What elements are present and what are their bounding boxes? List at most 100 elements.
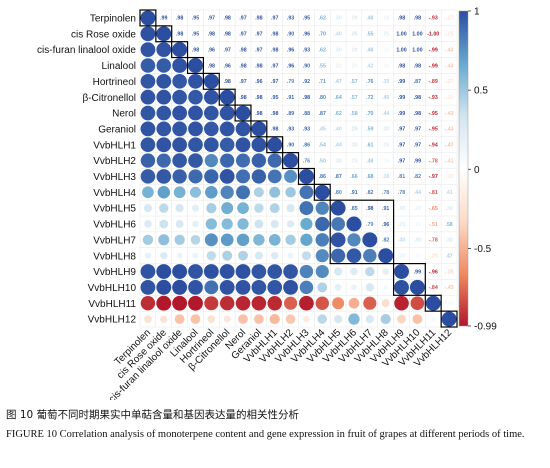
correlation-value-label: .76 bbox=[303, 158, 310, 164]
correlation-value-label: .15 bbox=[382, 63, 389, 69]
correlation-circle bbox=[219, 169, 235, 184]
color-scale-bar bbox=[458, 10, 469, 327]
correlation-value-label: .98 bbox=[255, 63, 262, 69]
cluster-box bbox=[250, 120, 268, 138]
correlation-value-label: .20 bbox=[398, 253, 405, 259]
correlation-value-label: .97 bbox=[255, 32, 262, 38]
correlation-value-label: .91 bbox=[287, 95, 294, 101]
correlation-value-label: -.43 bbox=[445, 285, 454, 291]
correlation-value-label: -.94 bbox=[429, 143, 438, 149]
correlation-value-label: .98 bbox=[255, 95, 262, 101]
correlation-value-label: .40 bbox=[334, 127, 341, 133]
correlation-value-label: .48 bbox=[366, 47, 373, 53]
correlation-circle bbox=[317, 282, 328, 293]
correlation-circle bbox=[172, 58, 187, 73]
correlation-circle bbox=[271, 251, 279, 260]
row-label: Geraniol bbox=[98, 124, 136, 135]
correlation-value-label: .80 bbox=[334, 190, 341, 196]
correlation-value-label: .98 bbox=[176, 32, 183, 38]
correlation-circle bbox=[192, 252, 199, 259]
correlation-circle bbox=[267, 280, 283, 295]
correlation-circle bbox=[159, 219, 169, 229]
correlation-circle bbox=[188, 295, 203, 311]
correlation-value-label: .97 bbox=[255, 47, 262, 53]
correlation-value-label: .97 bbox=[398, 127, 405, 133]
correlation-circle bbox=[317, 314, 328, 324]
correlation-value-label: .97 bbox=[239, 16, 246, 22]
correlation-value-label: .98 bbox=[366, 206, 373, 212]
correlation-circle bbox=[430, 316, 436, 322]
correlation-circle bbox=[314, 184, 330, 200]
correlation-circle bbox=[253, 187, 264, 198]
correlation-circle bbox=[334, 267, 343, 276]
correlation-circle bbox=[315, 201, 329, 215]
correlation-value-label: .79 bbox=[366, 222, 373, 228]
correlation-circle bbox=[251, 137, 267, 153]
correlation-circle bbox=[299, 185, 314, 200]
correlation-value-label: .72 bbox=[366, 95, 373, 101]
row-label: VvbHLH3 bbox=[93, 172, 136, 183]
correlation-circle bbox=[362, 232, 378, 248]
correlation-value-label: .58 bbox=[350, 111, 357, 117]
correlation-value-label: 1.00 bbox=[412, 47, 422, 53]
correlation-value-label: .78 bbox=[398, 190, 405, 196]
correlation-circle bbox=[190, 234, 201, 245]
correlation-circle bbox=[140, 264, 156, 279]
correlation-value-label: .97 bbox=[398, 158, 405, 164]
correlation-value-label: .47 bbox=[334, 79, 341, 85]
correlation-value-label: -.99 bbox=[429, 63, 438, 69]
correlation-value-label: .97 bbox=[271, 79, 278, 85]
row-label: VvbHLH2 bbox=[93, 156, 136, 167]
correlation-value-label: .97 bbox=[414, 127, 421, 133]
correlation-value-label: .64 bbox=[334, 95, 341, 101]
correlation-value-label: .25 bbox=[382, 32, 389, 38]
correlation-value-label: -.25 bbox=[445, 32, 454, 38]
correlation-value-label: .28 bbox=[350, 47, 357, 53]
correlation-value-label: .99 bbox=[398, 95, 405, 101]
correlation-value-label: .98 bbox=[208, 32, 215, 38]
color-scale-tick-label: 0 bbox=[474, 165, 480, 176]
correlation-circle bbox=[238, 314, 248, 324]
correlation-circle bbox=[269, 203, 280, 214]
row-label: VvbHLH5 bbox=[93, 204, 136, 215]
correlation-circle bbox=[140, 121, 156, 137]
correlation-circle bbox=[158, 234, 170, 246]
correlation-value-label: 1.00 bbox=[396, 47, 406, 53]
correlation-circle bbox=[346, 248, 362, 263]
correlation-circle bbox=[283, 153, 299, 169]
correlation-value-label: .96 bbox=[255, 79, 262, 85]
correlation-circle bbox=[365, 283, 374, 292]
correlation-circle bbox=[172, 153, 187, 168]
correlation-circle bbox=[203, 264, 219, 279]
correlation-circle bbox=[351, 284, 357, 291]
correlation-circle bbox=[204, 280, 219, 295]
correlation-value-label: .97 bbox=[239, 32, 246, 38]
correlation-circle bbox=[235, 137, 251, 153]
correlation-circle bbox=[172, 74, 187, 89]
correlation-circle bbox=[188, 169, 203, 184]
correlation-value-label: .26 bbox=[350, 16, 357, 22]
correlation-value-label: .82 bbox=[382, 238, 389, 244]
correlation-circle bbox=[160, 315, 168, 323]
correlation-circle bbox=[235, 105, 251, 121]
correlation-value-label: .39 bbox=[382, 79, 389, 85]
correlation-value-label: -.43 bbox=[445, 111, 454, 117]
correlation-circle bbox=[299, 295, 314, 311]
correlation-value-label: .98 bbox=[223, 32, 230, 38]
correlation-circle bbox=[205, 185, 218, 199]
row-label: cis Rose oxide bbox=[71, 29, 136, 40]
correlation-value-label: .20 bbox=[350, 63, 357, 69]
correlation-value-label: .87 bbox=[319, 111, 326, 117]
correlation-value-label: .98 bbox=[208, 63, 215, 69]
correlation-circle bbox=[267, 153, 282, 168]
correlation-value-label: -.81 bbox=[429, 190, 438, 196]
correlation-circle bbox=[220, 153, 235, 168]
correlation-circle bbox=[283, 264, 298, 279]
correlation-circle bbox=[156, 89, 172, 105]
correlation-value-label: -.93 bbox=[429, 95, 438, 101]
correlation-value-label: .30 bbox=[334, 47, 341, 53]
correlation-value-label: .96 bbox=[303, 32, 310, 38]
correlation-circle bbox=[188, 121, 203, 137]
correlation-circle bbox=[332, 297, 345, 310]
correlation-circle bbox=[348, 297, 360, 309]
